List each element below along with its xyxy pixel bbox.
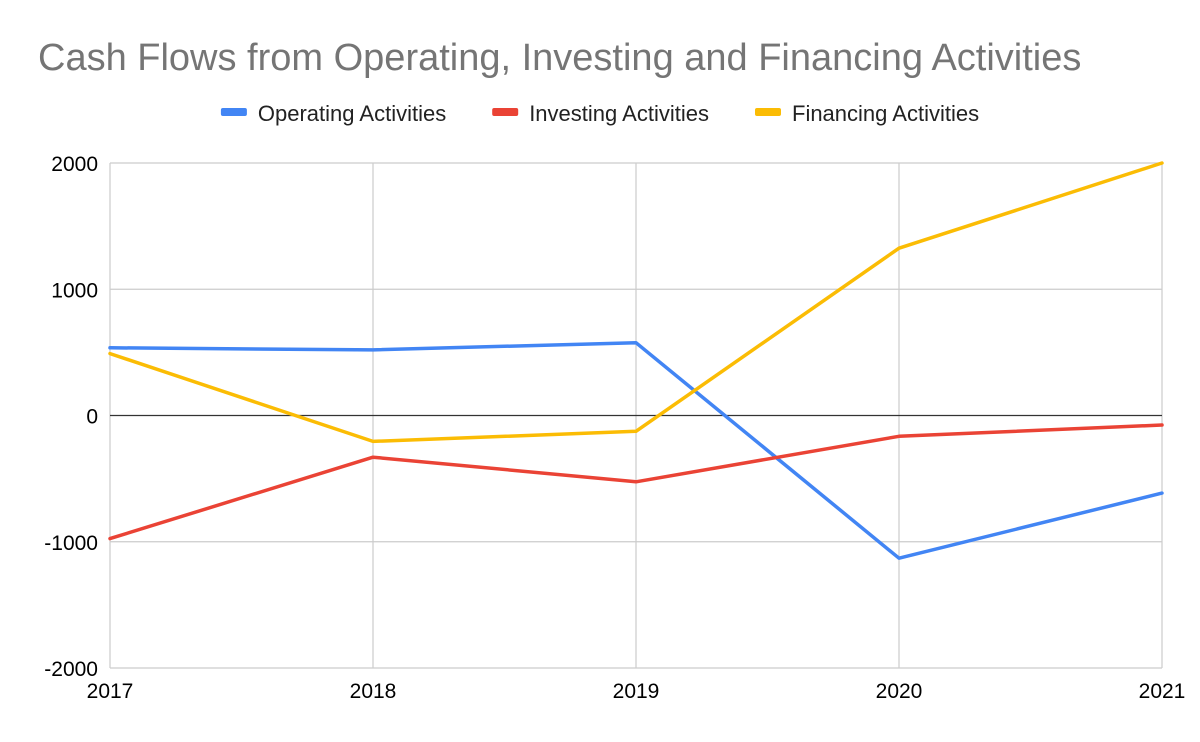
x-tick-label: 2019	[613, 680, 660, 703]
legend-label: Financing Activities	[792, 101, 979, 126]
legend-item: Investing Activities	[492, 101, 709, 126]
y-tick-label: 0	[86, 406, 98, 429]
y-tick-label: 1000	[51, 279, 98, 302]
legend-swatch	[755, 108, 781, 116]
legend-swatch	[220, 108, 247, 116]
y-tick-label: -2000	[44, 658, 98, 681]
legend-item: Financing Activities	[755, 101, 979, 126]
legend-item: Operating Activities	[220, 101, 446, 126]
series-line-1	[108, 340, 1164, 560]
x-tick-label: 2021	[1139, 680, 1186, 703]
x-tick-label: 2018	[350, 680, 397, 703]
x-tick-label: 2017	[87, 680, 134, 703]
series-line-2	[108, 423, 1164, 541]
y-tick-label: 2000	[51, 153, 98, 176]
series-lines	[108, 161, 1164, 560]
series-line-3	[108, 161, 1164, 444]
y-tick-label: -1000	[44, 532, 98, 555]
legend-swatch	[492, 108, 519, 116]
legend-label: Operating Activities	[258, 101, 446, 126]
legend-label: Investing Activities	[529, 101, 709, 126]
legend: Operating Activities Investing Activities…	[220, 101, 979, 126]
x-tick-label: 2020	[876, 680, 923, 703]
chart-title: Cash Flows from Operating, Investing and…	[38, 37, 1081, 79]
